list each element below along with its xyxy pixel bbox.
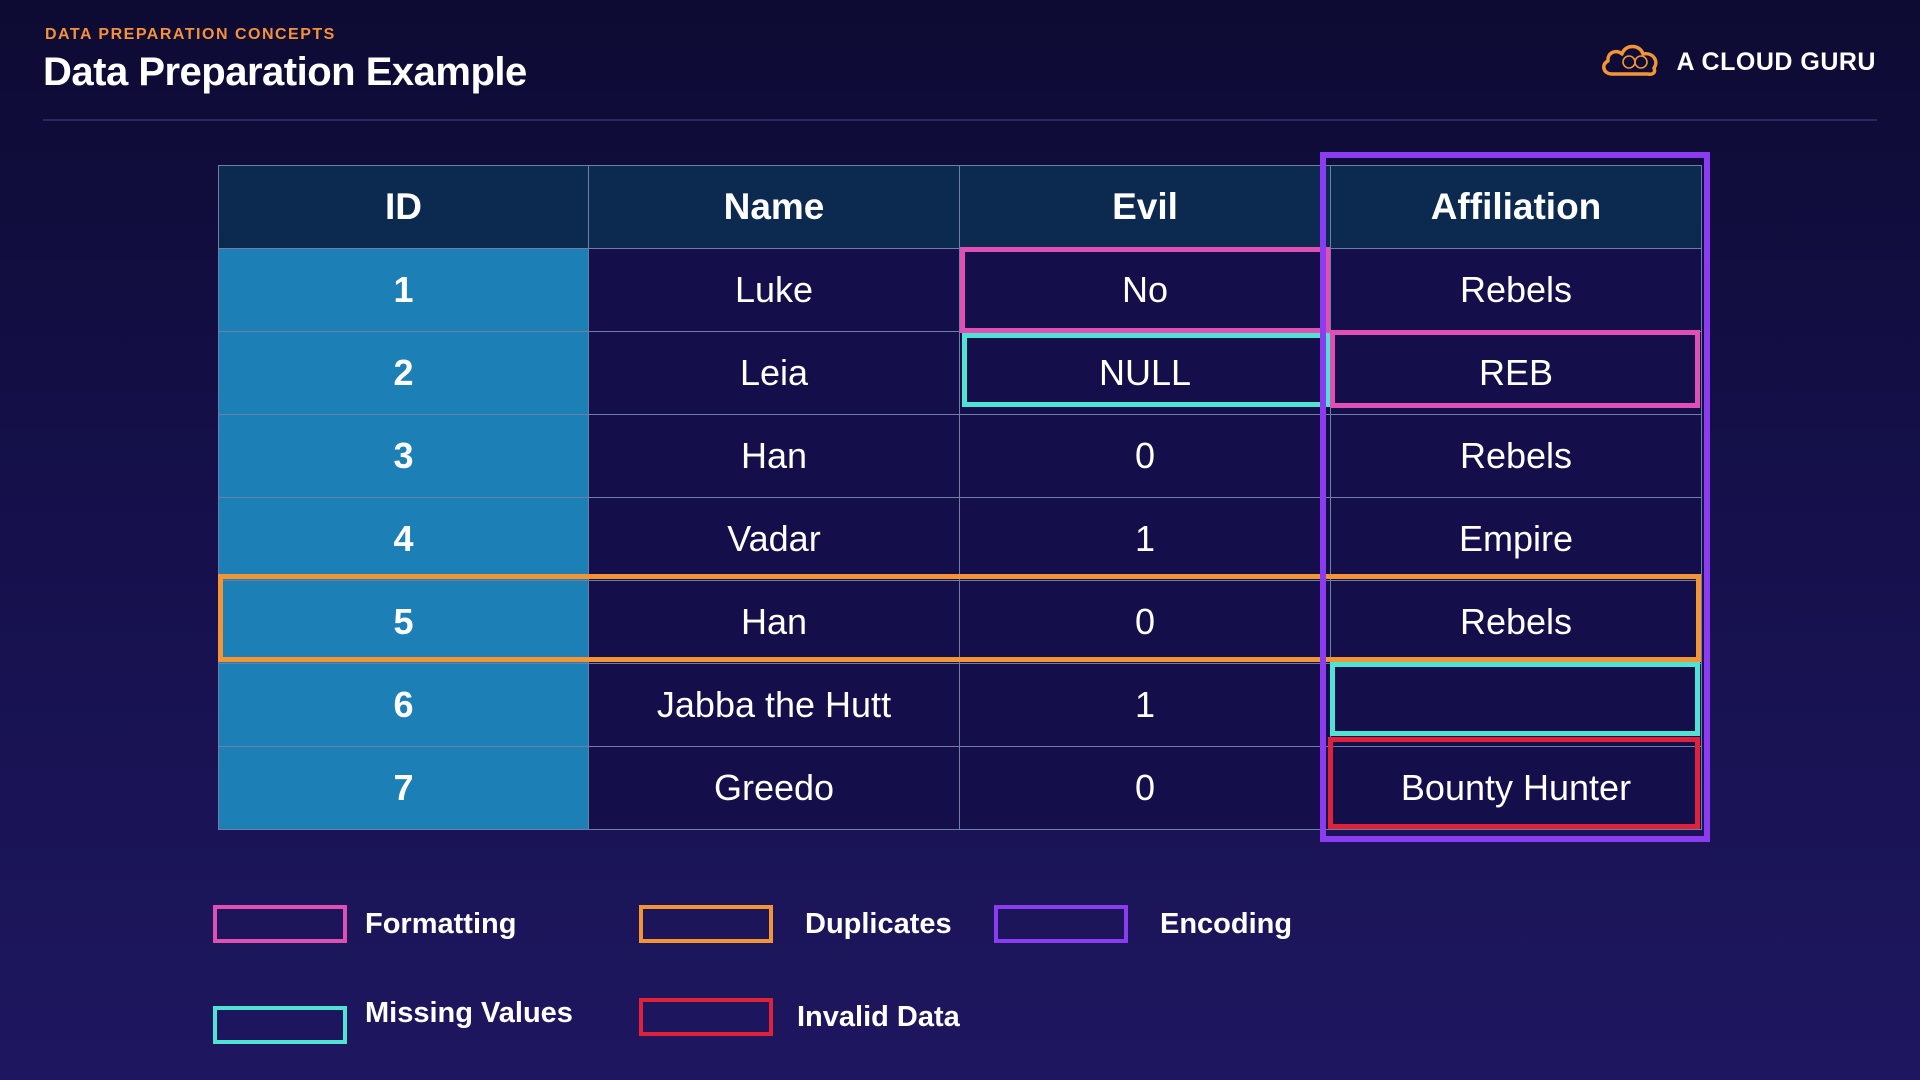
cell-id: 2 xyxy=(218,331,589,415)
cell-affiliation: Rebels xyxy=(1330,580,1702,664)
legend-missing-values: Missing Values xyxy=(213,982,573,1044)
header-divider xyxy=(43,119,1877,121)
cell-affiliation: Rebels xyxy=(1330,414,1702,498)
cell-evil: 1 xyxy=(959,663,1331,747)
cell-id: 3 xyxy=(218,414,589,498)
column-header-name: Name xyxy=(588,165,960,249)
legend-swatch-formatting xyxy=(213,905,347,943)
cell-name: Jabba the Hutt xyxy=(588,663,960,747)
table-row: 7 Greedo 0 Bounty Hunter xyxy=(218,746,1702,830)
cell-affiliation xyxy=(1330,663,1702,747)
legend-encoding: Encoding xyxy=(994,905,1292,943)
legend-label-duplicates: Duplicates xyxy=(805,907,952,940)
column-header-id: ID xyxy=(218,165,589,249)
legend-swatch-invalid-data xyxy=(639,998,773,1036)
table-row: 3 Han 0 Rebels xyxy=(218,414,1702,498)
cell-evil: 1 xyxy=(959,497,1331,581)
cell-id: 7 xyxy=(218,746,589,830)
brand-name: A CLOUD GURU xyxy=(1676,48,1876,76)
legend-label-invalid-data: Invalid Data xyxy=(797,1000,960,1033)
cell-affiliation: Empire xyxy=(1330,497,1702,581)
cell-name: Luke xyxy=(588,248,960,332)
brand-logo: A CLOUD GURU xyxy=(1598,40,1876,85)
cell-affiliation: Bounty Hunter xyxy=(1330,746,1702,830)
legend-label-formatting: Formatting xyxy=(365,907,517,940)
cell-id: 5 xyxy=(218,580,589,664)
data-table: ID Name Evil Affiliation 1 Luke No Rebel… xyxy=(218,165,1702,830)
legend-formatting: Formatting xyxy=(213,905,516,943)
table-row: 1 Luke No Rebels xyxy=(218,248,1702,332)
cell-evil: 0 xyxy=(959,746,1331,830)
cell-name: Han xyxy=(588,580,960,664)
table-row: 5 Han 0 Rebels xyxy=(218,580,1702,664)
cell-evil: 0 xyxy=(959,414,1331,498)
cell-name: Greedo xyxy=(588,746,960,830)
column-header-affiliation: Affiliation xyxy=(1330,165,1702,249)
cell-evil: 0 xyxy=(959,580,1331,664)
table-header-row: ID Name Evil Affiliation xyxy=(218,165,1702,249)
table-row: 4 Vadar 1 Empire xyxy=(218,497,1702,581)
cell-evil: No xyxy=(959,248,1331,332)
table-row: 6 Jabba the Hutt 1 xyxy=(218,663,1702,747)
cell-id: 4 xyxy=(218,497,589,581)
legend-invalid-data: Invalid Data xyxy=(639,984,960,1036)
legend-label-encoding: Encoding xyxy=(1160,907,1293,940)
section-eyebrow: DATA PREPARATION CONCEPTS xyxy=(45,26,336,43)
legend-label-missing-values: Missing Values xyxy=(365,996,573,1029)
cell-evil: NULL xyxy=(959,331,1331,415)
legend-swatch-duplicates xyxy=(639,905,773,943)
cell-id: 1 xyxy=(218,248,589,332)
cell-affiliation: Rebels xyxy=(1330,248,1702,332)
cell-name: Vadar xyxy=(588,497,960,581)
cell-name: Leia xyxy=(588,331,960,415)
legend-duplicates: Duplicates xyxy=(639,905,952,943)
cell-name: Han xyxy=(588,414,960,498)
page-title: Data Preparation Example xyxy=(43,50,527,94)
cloud-icon xyxy=(1598,40,1662,85)
legend-swatch-encoding xyxy=(994,905,1128,943)
cell-affiliation: REB xyxy=(1330,331,1702,415)
column-header-evil: Evil xyxy=(959,165,1331,249)
cell-id: 6 xyxy=(218,663,589,747)
table-row: 2 Leia NULL REB xyxy=(218,331,1702,415)
legend-swatch-missing-values xyxy=(213,1006,347,1044)
